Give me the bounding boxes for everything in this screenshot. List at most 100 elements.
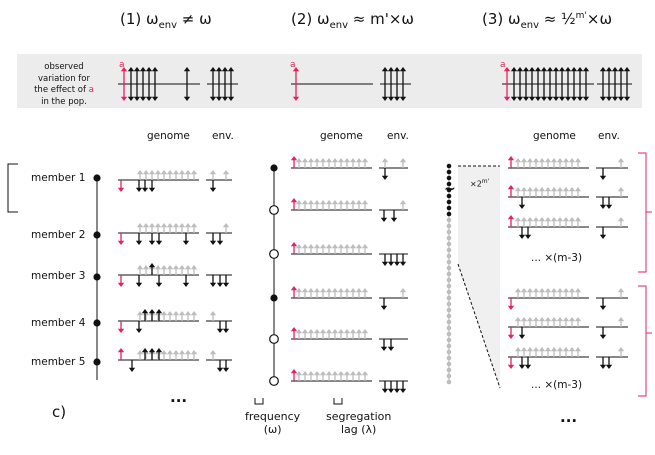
- gray-allele-head: [538, 158, 546, 163]
- gray-allele-head: [514, 187, 522, 192]
- gray-allele-head: [154, 265, 162, 270]
- gray-allele-head: [331, 371, 339, 376]
- repeat-label-1: ... ×(m-3): [531, 252, 583, 264]
- gray-allele-head: [355, 158, 363, 163]
- band3-down-head: [516, 96, 524, 101]
- gray-allele-head: [556, 158, 564, 163]
- gray-allele-head: [337, 371, 345, 376]
- band2-env-up-head: [381, 67, 389, 72]
- gray-allele-head: [520, 317, 528, 322]
- observed-variation-label: observed variation for the effect of a i…: [34, 62, 94, 107]
- gray-allele-head: [538, 187, 546, 192]
- gray-allele-head: [301, 329, 309, 334]
- gray-allele-head: [325, 200, 333, 205]
- gray-allele-head: [301, 158, 309, 163]
- member-label-2: member 2: [31, 229, 86, 241]
- gray-allele-head: [172, 265, 180, 270]
- right-lineage-dot: [446, 343, 452, 349]
- band3-down-head: [570, 96, 578, 101]
- env-allele-down-head: [216, 328, 224, 333]
- env-allele-down-head: [209, 187, 217, 192]
- gray-allele-head: [331, 200, 339, 205]
- gray-allele-head: [301, 288, 309, 293]
- red-allele-head: [290, 286, 298, 291]
- right-lineage-dot: [446, 163, 452, 169]
- right-lineage-dot: [446, 313, 452, 319]
- gray-allele-head: [514, 217, 522, 222]
- gray-allele-head: [538, 347, 546, 352]
- gray-allele-head: [361, 288, 369, 293]
- env-gray-allele-head: [209, 170, 217, 175]
- ellipsis-3: ...: [560, 408, 578, 426]
- band2-env-down-head: [387, 96, 395, 101]
- band3-up-head: [510, 67, 518, 72]
- gray-allele-head: [136, 265, 144, 270]
- gray-allele-head: [331, 329, 339, 334]
- gray-allele-head: [172, 170, 180, 175]
- black-allele-down-head: [518, 334, 526, 339]
- band2-red-down-head: [292, 96, 300, 101]
- band3-up-head: [528, 67, 536, 72]
- band3-env-up-head: [611, 67, 619, 72]
- right-lineage-dot: [446, 295, 452, 301]
- band1-env-up-head: [215, 67, 223, 72]
- member-label-3: member 3: [31, 270, 86, 282]
- gray-allele-head: [190, 170, 198, 175]
- band3-red-up-head: [503, 67, 511, 72]
- gray-allele-head: [349, 329, 357, 334]
- band3-env-down-head: [599, 96, 607, 101]
- red-allele-head: [290, 369, 298, 374]
- red-allele-head: [290, 242, 298, 247]
- band3-down-head: [528, 96, 536, 101]
- gray-allele-head: [142, 265, 150, 270]
- gray-allele-head: [532, 317, 540, 322]
- gray-allele-head: [532, 288, 540, 293]
- member-label-4: member 4: [31, 317, 86, 329]
- red-bracket-2: [638, 285, 647, 397]
- gray-allele-head: [307, 288, 315, 293]
- band1-down-head: [151, 96, 159, 101]
- right-lineage-dot: [446, 271, 452, 277]
- gray-allele-head: [532, 347, 540, 352]
- gray-allele-head: [313, 288, 321, 293]
- band1-up-head: [183, 67, 191, 72]
- gray-allele-head: [355, 200, 363, 205]
- right-lineage-dot: [446, 235, 452, 241]
- env-allele-down-head: [599, 364, 607, 369]
- right-lineage-dot: [446, 229, 452, 235]
- segregation-legend: segregation lag (λ): [326, 410, 392, 436]
- band1-env-down-head: [221, 96, 229, 101]
- right-lineage-dot: [446, 199, 452, 205]
- env-allele-down-head: [222, 367, 230, 372]
- black-allele-down-head: [141, 187, 149, 192]
- gray-allele-head: [574, 317, 582, 322]
- gray-allele-head: [526, 288, 534, 293]
- gray-allele-head: [325, 329, 333, 334]
- gray-allele-head: [532, 217, 540, 222]
- gray-allele-head: [301, 244, 309, 249]
- gray-allele-head: [295, 158, 303, 163]
- band3-down-head: [552, 96, 560, 101]
- gray-allele-head: [514, 347, 522, 352]
- frequency-legend: frequency (ω): [245, 410, 301, 436]
- gray-allele-head: [355, 329, 363, 334]
- gray-allele-head: [520, 347, 528, 352]
- gray-allele-head: [361, 329, 369, 334]
- black-allele-down-head: [518, 234, 526, 239]
- right-lineage-dot: [446, 337, 452, 343]
- band1-up-head: [139, 67, 147, 72]
- gray-allele-head: [574, 187, 582, 192]
- env-allele-down-head: [387, 388, 395, 393]
- gray-allele-head: [136, 311, 144, 316]
- env-gray-allele-head: [399, 200, 407, 205]
- gray-allele-head: [514, 288, 522, 293]
- band3-env-up-head: [623, 67, 631, 72]
- env-gray-allele-head: [617, 187, 625, 192]
- gray-allele-head: [178, 350, 186, 355]
- gray-allele-head: [550, 187, 558, 192]
- gray-allele-head: [544, 288, 552, 293]
- env-allele-down-head: [222, 328, 230, 333]
- gray-allele-head: [178, 311, 186, 316]
- gray-allele-head: [319, 288, 327, 293]
- gray-allele-head: [325, 371, 333, 376]
